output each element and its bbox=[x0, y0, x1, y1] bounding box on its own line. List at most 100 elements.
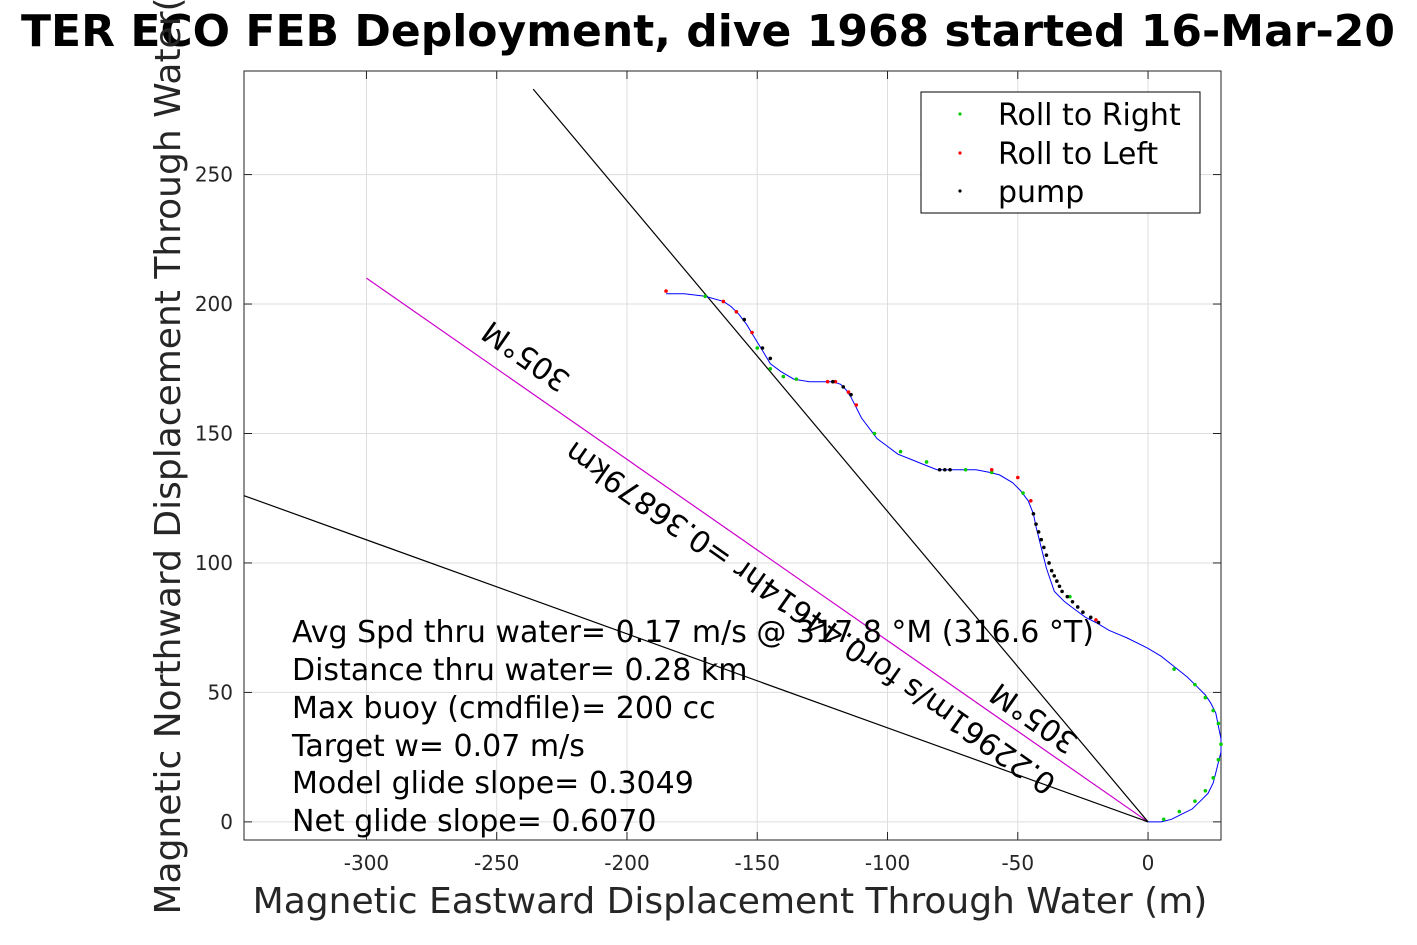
marker-pump bbox=[1075, 605, 1080, 609]
marker-roll-to-right bbox=[1068, 594, 1072, 599]
marker-pump bbox=[1034, 522, 1038, 526]
stat-line: Avg Spd thru water= 0.17 m/s @ 317.8 °M … bbox=[292, 615, 1094, 650]
marker-roll-to-right bbox=[781, 374, 786, 379]
marker-pump bbox=[831, 379, 835, 384]
marker-pump bbox=[1065, 594, 1070, 599]
marker-pump bbox=[1039, 537, 1044, 542]
marker-pump bbox=[1060, 589, 1064, 594]
x-tick-label: -150 bbox=[735, 851, 780, 875]
x-tick-label: -50 bbox=[1001, 851, 1034, 875]
marker-pump bbox=[1044, 553, 1049, 557]
marker-roll-to-left bbox=[846, 390, 851, 394]
marker-roll-to-left bbox=[664, 289, 668, 293]
y-axis-label: Magnetic Northward Displacement Through … bbox=[148, 0, 189, 915]
y-tick-label: 100 bbox=[195, 551, 233, 575]
marker-pump bbox=[1088, 615, 1093, 620]
marker-pump bbox=[948, 467, 952, 472]
marker-pump bbox=[768, 356, 773, 361]
markers bbox=[664, 289, 1223, 822]
marker-roll-to-right bbox=[1211, 776, 1215, 780]
legend-marker bbox=[958, 151, 962, 155]
marker-pump bbox=[841, 385, 846, 389]
marker-roll-to-left bbox=[1029, 499, 1033, 503]
reference-line-heading-305 bbox=[366, 277, 1149, 823]
marker-roll-to-right bbox=[1193, 799, 1197, 803]
marker-roll-to-right bbox=[1193, 682, 1197, 687]
marker-roll-to-right bbox=[794, 377, 799, 381]
marker-roll-to-right bbox=[898, 449, 903, 454]
marker-pump bbox=[1052, 574, 1057, 578]
marker-pump bbox=[1055, 579, 1059, 583]
y-tick-label: 150 bbox=[195, 421, 233, 445]
legend-label: Roll to Left bbox=[998, 137, 1158, 172]
legend-label: pump bbox=[998, 175, 1084, 210]
legend-marker bbox=[958, 112, 962, 116]
y-tick-label: 250 bbox=[195, 163, 233, 187]
marker-pump bbox=[760, 346, 765, 350]
legend-label: Roll to Right bbox=[998, 98, 1181, 133]
marker-roll-to-right bbox=[1211, 708, 1215, 713]
marker-roll-to-left bbox=[833, 379, 838, 384]
reference-line-guide-shallow bbox=[243, 495, 1149, 823]
legend-marker bbox=[958, 189, 962, 193]
marker-pump bbox=[1031, 511, 1036, 516]
marker-pump bbox=[1049, 568, 1054, 573]
marker-roll-to-right bbox=[1177, 809, 1182, 814]
marker-roll-to-left bbox=[1094, 618, 1098, 622]
marker-roll-to-right bbox=[924, 460, 929, 464]
stats-block: Avg Spd thru water= 0.17 m/s @ 317.8 °M … bbox=[291, 615, 1094, 839]
marker-roll-to-right bbox=[768, 366, 773, 371]
marker-roll-to-left bbox=[750, 330, 754, 335]
stat-line: Max buoy (cmdfile)= 200 cc bbox=[292, 691, 716, 726]
legend: Roll to Right Roll to Left pump bbox=[920, 91, 1201, 214]
x-axis-ticks: -300 -250 -200 -150 -100 -50 0 bbox=[344, 71, 1155, 875]
marker-roll-to-right bbox=[872, 431, 877, 436]
marker-roll-to-right bbox=[1161, 817, 1166, 822]
x-tick-label: -200 bbox=[604, 851, 649, 875]
marker-roll-to-left bbox=[989, 467, 994, 472]
marker-roll-to-right bbox=[755, 346, 760, 350]
marker-roll-to-right bbox=[1021, 491, 1025, 495]
marker-roll-to-right bbox=[963, 467, 968, 472]
stat-line: Model glide slope= 0.3049 bbox=[292, 766, 694, 801]
marker-roll-to-left bbox=[721, 299, 726, 304]
marker-pump bbox=[849, 392, 853, 397]
reference-lines bbox=[243, 88, 1149, 823]
marker-roll-to-right bbox=[1216, 757, 1221, 762]
marker-roll-to-right bbox=[1172, 667, 1176, 671]
y-axis-ticks: 0 50 100 150 200 250 bbox=[195, 163, 1221, 834]
marker-pump bbox=[1042, 545, 1046, 550]
marker-roll-to-right bbox=[1203, 789, 1208, 793]
x-axis-label: Magnetic Eastward Displacement Through W… bbox=[253, 881, 1208, 922]
x-tick-label: -300 bbox=[344, 851, 389, 875]
marker-roll-to-left bbox=[734, 309, 739, 314]
marker-pump bbox=[1036, 530, 1041, 534]
marker-roll-to-left bbox=[854, 403, 859, 407]
marker-pump bbox=[943, 467, 947, 472]
marker-pump bbox=[1081, 610, 1085, 614]
marker-pump bbox=[937, 467, 942, 472]
stat-line: Target w= 0.07 m/s bbox=[291, 729, 585, 764]
marker-pump bbox=[1057, 584, 1062, 589]
marker-pump bbox=[1047, 561, 1051, 565]
y-tick-label: 0 bbox=[220, 810, 233, 834]
marker-roll-to-left bbox=[1015, 475, 1020, 480]
marker-roll-to-right bbox=[1219, 742, 1223, 746]
legend-box bbox=[920, 91, 1201, 214]
marker-pump bbox=[742, 317, 747, 322]
reference-line-guide-steep bbox=[532, 88, 1149, 823]
marker-roll-to-right bbox=[1216, 721, 1221, 726]
marker-roll-to-right bbox=[989, 470, 994, 475]
chart-title: TER ECO FEB Deployment, dive 1968 starte… bbox=[21, 6, 1395, 57]
marker-roll-to-right bbox=[1203, 695, 1208, 700]
y-tick-label: 50 bbox=[208, 680, 233, 704]
y-tick-label: 200 bbox=[195, 292, 233, 316]
x-tick-label: 0 bbox=[1142, 851, 1155, 875]
stat-line: Distance thru water= 0.28 km bbox=[292, 653, 747, 688]
marker-roll-to-right bbox=[703, 294, 707, 299]
grid bbox=[244, 71, 1221, 840]
marker-roll-to-left bbox=[825, 379, 830, 384]
x-tick-label: -100 bbox=[865, 851, 910, 875]
stat-line: Net glide slope= 0.6070 bbox=[292, 804, 656, 839]
